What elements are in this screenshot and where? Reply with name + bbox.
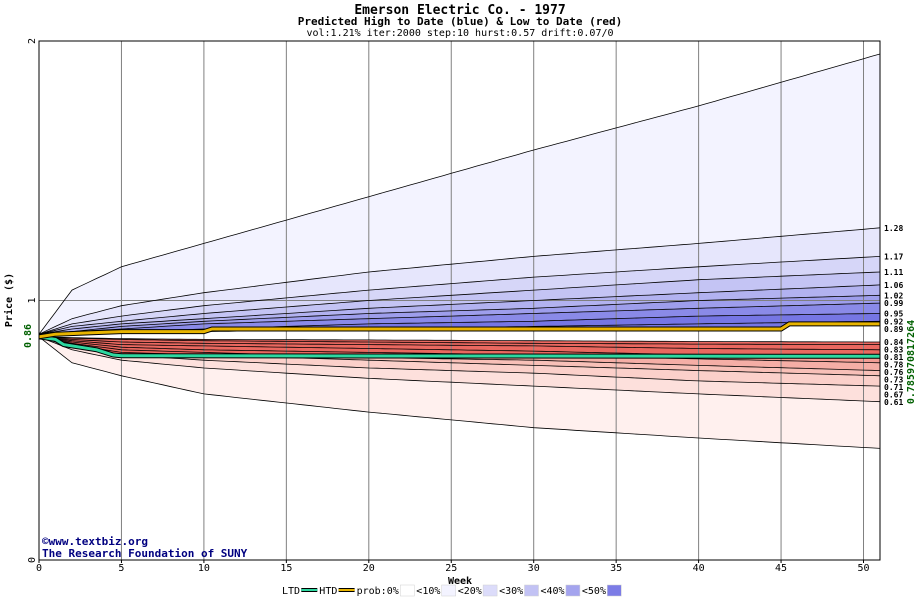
x-tick-label: 45 xyxy=(775,563,787,574)
right-quantile-label: 0.84 xyxy=(884,338,903,347)
htd-series-line xyxy=(38,322,880,339)
right-quantile-label: 0.73 xyxy=(884,376,903,385)
y-tick-label: 2 xyxy=(27,38,38,44)
legend-label: LTD xyxy=(282,586,300,597)
chart-title: Emerson Electric Co. - 1977 xyxy=(354,3,565,18)
right-quantile-label: 0.71 xyxy=(884,383,903,392)
upper-quantile-line-blue-5 xyxy=(38,284,881,335)
right-quantile-label: 1.17 xyxy=(884,252,903,261)
red-band-4 xyxy=(39,336,880,376)
right-quantile-label: 0.78 xyxy=(884,361,903,370)
legend-swatch xyxy=(441,584,456,597)
credit-org: The Research Foundation of SUNY xyxy=(42,547,248,560)
right-quantile-label: 0.92 xyxy=(884,317,903,326)
blue-band-1 xyxy=(39,54,880,335)
y-axis-label: Price ($) xyxy=(3,273,15,327)
legend-label: <40% xyxy=(541,586,565,597)
upper-quantile-line-blue-4 xyxy=(38,271,881,335)
upper-quantile-line-blue-6 xyxy=(38,294,881,335)
plot-frame xyxy=(38,40,881,561)
upper-quantile-line-blue-1 xyxy=(38,53,881,335)
x-tick-label: 15 xyxy=(280,563,292,574)
lower-quantile-line-red-8 xyxy=(38,336,881,351)
lower-quantile-line-red-5 xyxy=(38,336,881,371)
red-band-2 xyxy=(39,336,880,402)
x-tick-label: 25 xyxy=(445,563,457,574)
right-quantile-label: 0.99 xyxy=(884,299,903,308)
right-quantile-label: 1.02 xyxy=(884,291,903,300)
legend: LTD HTD prob:0% <10% <20% <30% <40% <50% xyxy=(282,584,622,597)
credit-site: ©www.textbiz.org xyxy=(42,535,148,548)
start-price-label: 0.86 xyxy=(23,324,34,348)
legend-swatch xyxy=(482,584,498,597)
chart-params: vol:1.21% iter:2000 step:10 hurst:0.57 d… xyxy=(306,28,613,39)
blue-band-9 xyxy=(39,321,880,337)
chart-subtitle: Predicted High to Date (blue) & Low to D… xyxy=(298,15,623,28)
right-quantile-label: 1.06 xyxy=(884,281,903,290)
legend-label: <30% xyxy=(499,586,523,597)
x-tick-label: 5 xyxy=(118,563,124,574)
upper-quantile-line-blue-7 xyxy=(38,302,881,335)
x-tick-label: 40 xyxy=(693,563,705,574)
blue-band-6 xyxy=(39,295,880,335)
x-tick-label: 0 xyxy=(36,563,42,574)
lower-quantile-line-red-2 xyxy=(38,336,881,403)
x-tick-label: 10 xyxy=(198,563,210,574)
legend-swatch xyxy=(400,584,415,597)
red-band-5 xyxy=(39,336,880,371)
ltd-series-line xyxy=(38,335,881,358)
right-quantile-label: 0.95 xyxy=(884,309,903,318)
legend-label: HTD xyxy=(319,586,337,597)
right-side-value-label: 0.785970817264 xyxy=(906,320,917,404)
legend-swatch xyxy=(524,584,539,597)
blue-band-7 xyxy=(39,303,880,335)
right-quantile-label: 0.81 xyxy=(884,353,903,362)
legend-label: <50% xyxy=(582,586,606,597)
lower-quantile-line-red-10 xyxy=(38,336,880,343)
blue-band-5 xyxy=(39,284,880,335)
x-tick-label: 50 xyxy=(857,563,869,574)
x-tick-label: 30 xyxy=(528,563,540,574)
x-tick-label: 35 xyxy=(610,563,622,574)
legend-label: prob:0% xyxy=(357,586,399,597)
y-tick-label: 0 xyxy=(27,557,38,563)
red-band-3 xyxy=(39,336,880,387)
lower-quantile-line-red-9 xyxy=(38,336,880,345)
x-tick-label: 20 xyxy=(363,563,375,574)
x-axis-label: Week xyxy=(448,576,472,587)
lower-quantile-line-red-3 xyxy=(38,336,881,387)
upper-quantile-line-blue-2 xyxy=(38,227,881,335)
right-quantile-label: 0.67 xyxy=(884,391,903,400)
upper-quantile-line-blue-3 xyxy=(38,256,881,335)
right-quantile-label: 0.89 xyxy=(884,325,903,334)
legend-swatch xyxy=(565,584,581,597)
red-band-1 xyxy=(39,336,880,449)
y-tick-label: 1 xyxy=(27,297,38,303)
right-quantile-label: 0.83 xyxy=(884,346,903,355)
right-quantile-label: 1.11 xyxy=(884,268,903,277)
lower-quantile-line-red-1 xyxy=(38,336,881,449)
right-quantile-label: 0.61 xyxy=(884,398,903,407)
blue-band-4 xyxy=(39,272,880,335)
legend-swatch xyxy=(607,584,622,597)
blue-band-2 xyxy=(39,227,880,335)
right-quantile-label: 0.76 xyxy=(884,368,903,377)
blue-band-3 xyxy=(39,256,880,335)
right-quantile-label: 1.28 xyxy=(884,224,903,233)
legend-label: <10% xyxy=(416,586,440,597)
legend-label: <20% xyxy=(458,586,482,597)
